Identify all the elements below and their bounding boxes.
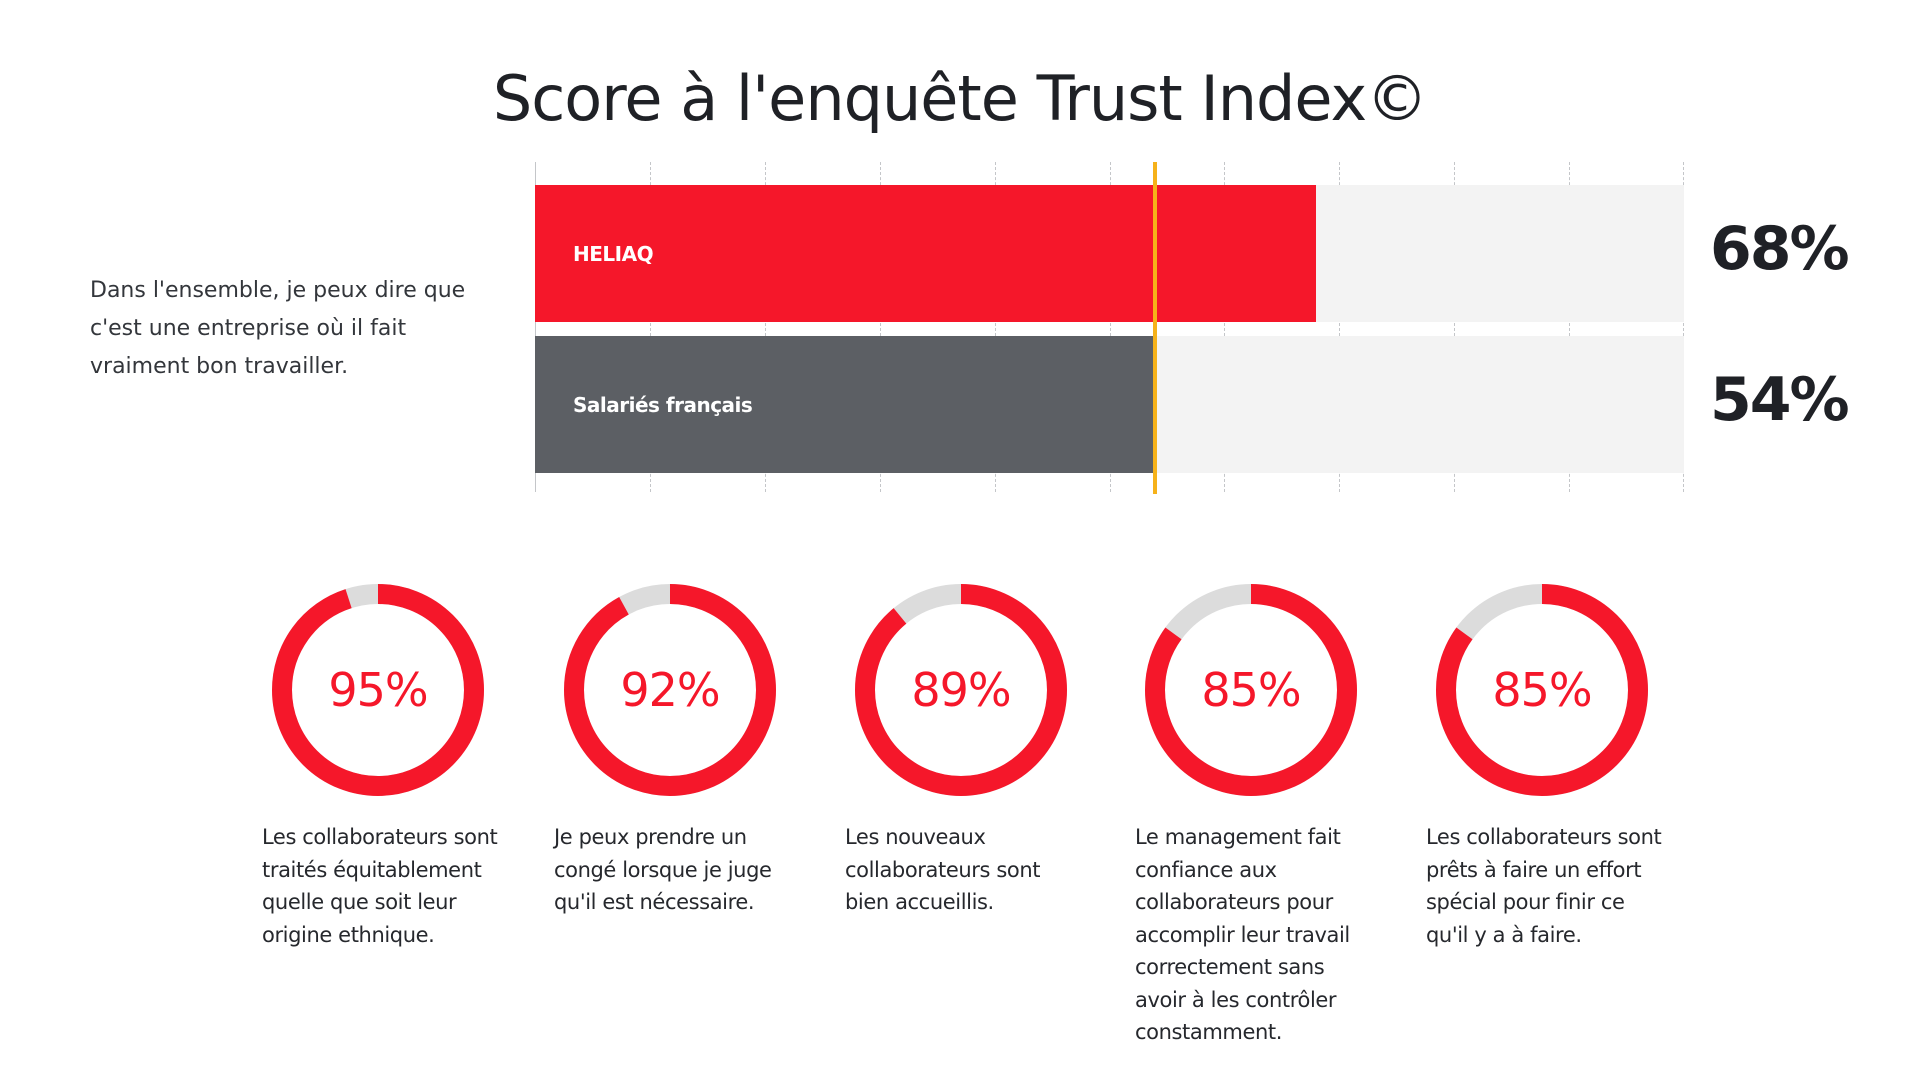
grid-line [1683,162,1684,492]
grid-line [650,162,651,492]
grid-line [1339,162,1340,492]
donut-ring-icon [1145,584,1357,796]
page-title: Score à l'enquête Trust Index© [492,62,1428,135]
grid-line [880,162,881,492]
grid-line [1454,162,1455,492]
trust-index-bar-chart: HELIAQ Salariés français [535,162,1684,494]
company-score: 68% [1710,214,1850,284]
donut-item: 95% Les collaborateurs sont traités équi… [262,584,532,951]
donut-item: 85% Le management fait confiance aux col… [1135,584,1405,1049]
donut-ring-icon [272,584,484,796]
donut-value: 85% [1201,663,1301,717]
donut-item: 85% Les collaborateurs sont prêts à fair… [1426,584,1696,951]
donut-item: 92% Je peux prendre un congé lorsque je … [554,584,824,919]
grid-line [995,162,996,492]
donut-caption: Les nouveaux collaborateurs sont bien ac… [845,825,1041,914]
donut-chart: 85% [1436,584,1648,796]
bar-track-benchmark: Salariés français [535,336,1684,473]
donut-chart: 92% [564,584,776,796]
benchmark-score: 54% [1710,365,1850,435]
donut-ring-icon [564,584,776,796]
grid-line [1110,162,1111,492]
donut-caption: Les collaborateurs sont traités équitabl… [262,825,498,947]
bar-label-benchmark: Salariés français [573,392,753,417]
benchmark-reference-line [1153,162,1158,494]
donut-value: 89% [911,663,1011,717]
donut-chart: 85% [1145,584,1357,796]
donut-caption: Je peux prendre un congé lorsque je juge… [554,825,772,914]
bar-label-company: HELIAQ [573,241,654,266]
donut-value: 95% [328,663,428,717]
donut-chart: 95% [272,584,484,796]
donut-chart: 89% [855,584,1067,796]
survey-question: Dans l'ensemble, je peux dire que c'est … [90,278,466,379]
donut-caption: Le management fait confiance aux collabo… [1135,825,1350,1044]
donut-value: 85% [1492,663,1592,717]
donut-value: 92% [620,663,720,717]
grid-line [765,162,766,492]
donut-ring-icon [855,584,1067,796]
grid-line [1569,162,1570,492]
bar-fill-benchmark: Salariés français [535,336,1156,473]
donut-caption: Les collaborateurs sont prêts à faire un… [1426,825,1662,947]
bar-track-company: HELIAQ [535,185,1684,322]
bar-fill-company: HELIAQ [535,185,1317,322]
grid-line [535,162,536,492]
donut-item: 89% Les nouveaux collaborateurs sont bie… [845,584,1115,919]
grid-line [1224,162,1225,492]
donut-ring-icon [1436,584,1648,796]
